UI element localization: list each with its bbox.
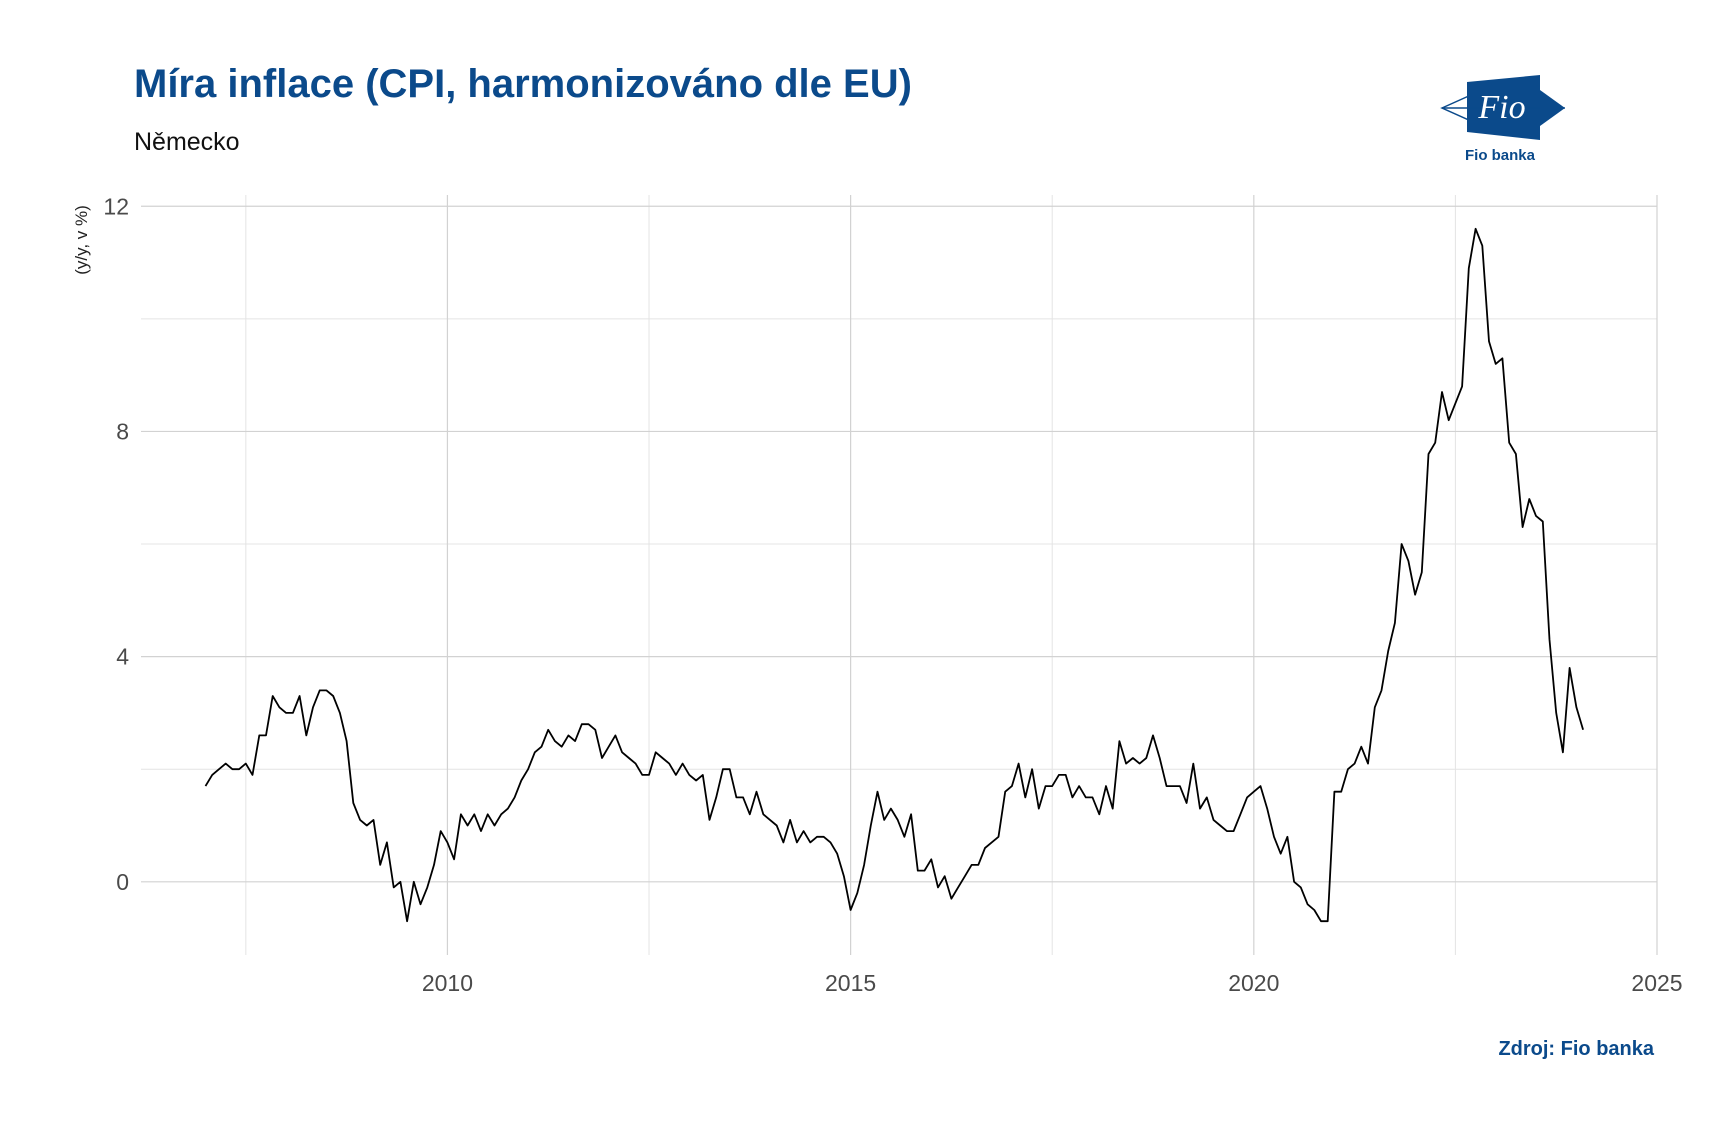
grid-lines [141,195,1658,955]
y-axis-ticks: 0 4 8 12 [103,193,129,895]
chart-subtitle: Německo [134,128,240,156]
x-tick-label: 2010 [422,970,473,996]
chart-title: Míra inflace (CPI, harmonizováno dle EU) [134,62,912,106]
series-line-inflation [204,227,1584,923]
line-chart: 0 4 8 12 2010 2015 2020 2025 (y/y, v %) [72,193,1683,996]
fio-banka-logo: Fio Fio banka [1440,70,1570,170]
y-tick-label: 4 [116,644,129,670]
logo-text: Fio [1477,89,1525,126]
logo-caption: Fio banka [1465,147,1536,164]
y-tick-label: 0 [116,869,129,895]
x-tick-label: 2015 [825,970,876,996]
fio-logo-icon: Fio Fio banka [1440,75,1565,164]
source-note: Zdroj: Fio banka [1498,1038,1654,1060]
y-tick-label: 12 [103,193,129,219]
x-tick-label: 2025 [1631,970,1682,996]
y-tick-label: 8 [116,418,129,444]
x-tick-label: 2020 [1228,970,1279,996]
x-axis-ticks: 2010 2015 2020 2025 [422,970,1683,996]
y-axis-label: (y/y, v %) [72,205,91,275]
